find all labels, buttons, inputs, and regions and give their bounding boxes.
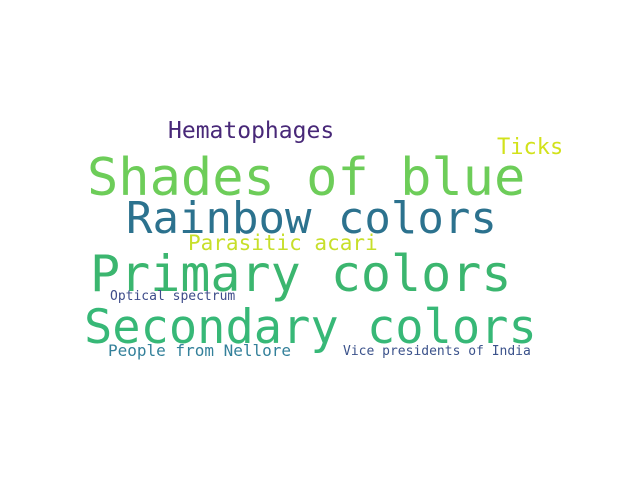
word-optical-spectrum: Optical spectrum <box>110 289 236 304</box>
word-shades-of-blue: Shades of blue <box>87 148 526 208</box>
word-ticks: Ticks <box>497 135 564 160</box>
word-rainbow-colors: Rainbow colors <box>126 193 497 244</box>
word-primary-colors: Primary colors <box>90 245 512 303</box>
word-secondary-colors: Secondary colors <box>84 300 537 355</box>
word-people-from-nellore: People from Nellore <box>108 341 292 360</box>
word-hematophages: Hematophages <box>168 118 335 144</box>
word-parasitic-acari: Parasitic acari <box>188 231 378 255</box>
word-vice-presidents-of-india: Vice presidents of India <box>343 344 531 359</box>
